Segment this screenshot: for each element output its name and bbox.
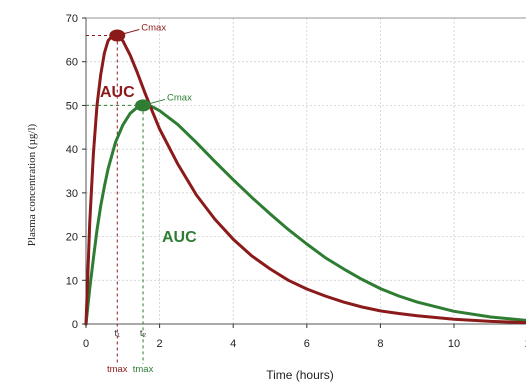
y-axis-title: Plasma concentration (µg/l): [26, 123, 38, 246]
y-tick-label: 70: [66, 13, 78, 25]
series-line: [84, 34, 526, 326]
y-tick-label: 0: [72, 319, 78, 331]
tmax-label: tmax: [133, 364, 154, 375]
x-axis-title: Time (hours): [266, 368, 334, 382]
y-axis-ticks: 0 10 20 30 40 50 60 70: [66, 13, 86, 331]
y-tick-label: 20: [66, 232, 78, 244]
x-tick-label: 10: [448, 338, 460, 350]
cmax-label: Cmax: [167, 92, 192, 103]
cmax-point: [135, 99, 152, 112]
x-tick-label: 4: [230, 338, 236, 350]
y-tick-label: 30: [66, 188, 78, 200]
series-lines: [84, 34, 526, 326]
y-tick-label: 50: [66, 100, 78, 112]
auc-label-red: AUC: [100, 84, 135, 101]
auc-label-green: AUC: [162, 229, 197, 246]
x-tick-label: 2: [157, 338, 163, 350]
y-tick-label: 40: [66, 144, 78, 156]
x-tick-label: 8: [377, 338, 383, 350]
cmax-points: [109, 29, 152, 112]
x-tick-label: 1: [525, 338, 526, 350]
x-tick-label: 6: [304, 338, 310, 350]
y-tick-label: 60: [66, 57, 78, 69]
series-line: [84, 103, 526, 326]
y-tick-label: 10: [66, 275, 78, 287]
x-tick-label: 0: [83, 338, 89, 350]
x-axis-ticks: 0 2 4 6 8 10 1: [83, 324, 526, 350]
time-marker-label: t₂: [140, 328, 147, 339]
annotation-labels: Cmax tmax t₁ Cmax tmax t₂ AUC AUC: [100, 22, 197, 375]
tmax-label: tmax: [107, 364, 128, 375]
cmax-point: [109, 29, 126, 42]
time-marker-label: t₁: [114, 328, 120, 339]
cmax-label: Cmax: [141, 22, 166, 33]
